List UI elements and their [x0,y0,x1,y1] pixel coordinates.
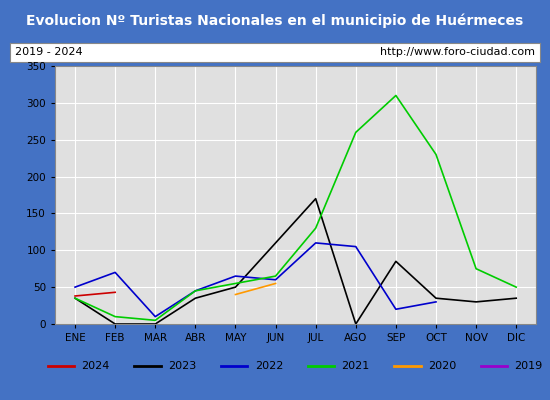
Text: 2021: 2021 [342,361,370,371]
Text: 2019: 2019 [515,361,543,371]
Text: 2024: 2024 [81,361,110,371]
Text: 2020: 2020 [428,361,456,371]
Text: 2023: 2023 [168,361,196,371]
Text: 2019 - 2024: 2019 - 2024 [15,47,83,57]
Text: 2022: 2022 [255,361,283,371]
Text: http://www.foro-ciudad.com: http://www.foro-ciudad.com [380,47,535,57]
Text: Evolucion Nº Turistas Nacionales en el municipio de Huérmeces: Evolucion Nº Turistas Nacionales en el m… [26,14,524,28]
